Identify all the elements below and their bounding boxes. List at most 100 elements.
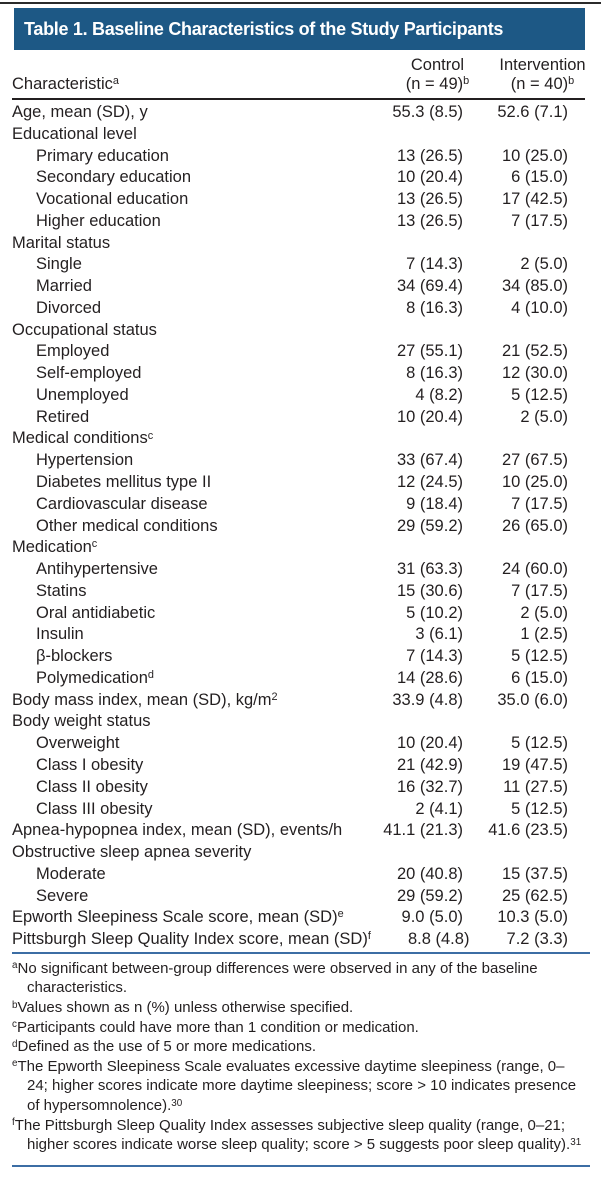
table-row: Obstructive sleep apnea severity xyxy=(12,842,568,864)
footnote-marker: f xyxy=(12,1117,15,1129)
row-label: Body weight status xyxy=(12,712,151,731)
intervention-value xyxy=(463,711,568,733)
row-label-superscript: 2 xyxy=(271,690,278,703)
intervention-value: 1 (2.5) xyxy=(520,625,568,644)
control-value: 13 (26.5) xyxy=(396,146,463,165)
table-row: Diabetes mellitus type II 12 (24.5) 10 (25… xyxy=(12,472,568,494)
control-value xyxy=(358,711,463,733)
table-row: Employed 27 (55.1) 21 (52.5) xyxy=(12,341,568,363)
control-value: 8 (16.3) xyxy=(406,298,463,317)
row-label: Educational level xyxy=(12,124,137,143)
table-row: Hypertension 33 (67.4) 27 (67.5) xyxy=(12,450,568,472)
intervention-value: 10 (25.0) xyxy=(501,473,568,492)
row-label: Occupational status xyxy=(12,320,157,339)
table-row: Higher education 13 (26.5) 7 (17.5) xyxy=(12,211,568,233)
control-value: 27 (55.1) xyxy=(396,342,463,361)
intervention-value: 34 (85.0) xyxy=(501,277,568,296)
control-value: 16 (32.7) xyxy=(396,777,463,796)
intervention-value: 6 (15.0) xyxy=(511,668,568,687)
table-row: Occupational status xyxy=(12,320,568,342)
footnote: fThe Pittsburgh Sleep Quality Index asse… xyxy=(12,1116,585,1155)
intervention-header-n: (n = 40)b xyxy=(490,75,595,94)
footnote-marker: d xyxy=(12,1038,18,1050)
control-value: 9 (18.4) xyxy=(406,494,463,513)
control-value: 14 (28.6) xyxy=(396,668,463,687)
row-label-superscript: c xyxy=(91,538,98,551)
intervention-n-superscript: b xyxy=(568,75,575,88)
table-title: Table 1. Baseline Characteristics of the… xyxy=(24,18,504,39)
control-value: 7 (14.3) xyxy=(406,647,463,666)
intervention-value: 17 (42.5) xyxy=(501,190,568,209)
row-label: Body mass index, mean (SD), kg/m2 xyxy=(12,690,278,709)
footnote-divider-rule xyxy=(12,951,590,954)
table-row: Insulin 3 (6.1) 1 (2.5) xyxy=(12,624,568,646)
control-value: 2 (4.1) xyxy=(415,799,463,818)
intervention-value: 11 (27.5) xyxy=(503,777,568,796)
row-label: Class II obesity xyxy=(36,777,148,796)
intervention-value: 7 (17.5) xyxy=(511,581,568,600)
table-row: Vocational education 13 (26.5) 17 (42.5) xyxy=(12,189,568,211)
intervention-value: 35.0 (6.0) xyxy=(497,690,568,709)
intervention-header-label: Intervention xyxy=(499,56,586,74)
footnote: aNo significant between-group difference… xyxy=(12,959,585,998)
row-label: Divorced xyxy=(36,298,102,317)
intervention-value: 41.6 (23.5) xyxy=(488,821,568,840)
footnote-text: No significant between-group differences… xyxy=(17,959,538,997)
table-row: Moderate 20 (40.8) 15 (37.5) xyxy=(12,864,568,886)
intervention-value xyxy=(463,537,568,559)
intervention-value: 4 (10.0) xyxy=(511,298,568,317)
row-label-superscript: e xyxy=(337,908,344,921)
control-value: 9.0 (5.0) xyxy=(401,908,463,927)
row-label: Cardiovascular disease xyxy=(36,494,208,513)
footnote-text: Defined as the use of 5 or more medicati… xyxy=(17,1038,317,1056)
table-row: Overweight 10 (20.4) 5 (12.5) xyxy=(12,733,568,755)
intervention-n-text: (n = 40) xyxy=(510,75,569,93)
intervention-value xyxy=(463,233,568,255)
row-label: Epworth Sleepiness Scale score, mean (SD… xyxy=(12,908,344,927)
intervention-value xyxy=(463,428,568,450)
control-value: 10 (20.4) xyxy=(396,734,463,753)
characteristic-header-superscript: a xyxy=(112,75,119,88)
control-value: 15 (30.6) xyxy=(396,581,463,600)
top-rule xyxy=(0,2,601,4)
row-label: Polymedicationd xyxy=(36,668,154,687)
table-row: Statins 15 (30.6) 7 (17.5) xyxy=(12,581,568,603)
intervention-value: 24 (60.0) xyxy=(501,560,568,579)
intervention-value: 10 (25.0) xyxy=(501,146,568,165)
table-row: Epworth Sleepiness Scale score, mean (SD… xyxy=(12,907,568,929)
intervention-value: 21 (52.5) xyxy=(501,342,568,361)
footnote-text: Values shown as n (%) unless otherwise s… xyxy=(17,999,354,1017)
row-label-superscript: f xyxy=(367,930,371,943)
row-label: Age, mean (SD), y xyxy=(12,103,148,121)
table-title-bar: Table 1. Baseline Characteristics of the… xyxy=(14,8,585,50)
control-value: 4 (8.2) xyxy=(415,385,463,404)
intervention-value: 7.2 (3.3) xyxy=(506,930,568,949)
footnote: cParticipants could have more than 1 con… xyxy=(12,1018,585,1038)
intervention-value: 5 (12.5) xyxy=(511,734,568,753)
intervention-value xyxy=(463,320,568,342)
intervention-value: 25 (62.5) xyxy=(501,886,568,905)
row-label: Antihypertensive xyxy=(36,560,158,579)
intervention-value: 52.6 (7.1) xyxy=(497,103,568,121)
control-n-superscript: b xyxy=(463,75,470,88)
intervention-value xyxy=(463,124,568,146)
bottom-rule xyxy=(12,1164,590,1167)
control-value: 13 (26.5) xyxy=(396,211,463,230)
table-row: Medicationc xyxy=(12,537,568,559)
intervention-value: 12 (30.0) xyxy=(501,364,568,383)
control-value: 12 (24.5) xyxy=(396,473,463,492)
control-value: 33.9 (4.8) xyxy=(392,690,463,709)
intervention-value: 5 (12.5) xyxy=(511,799,568,818)
intervention-value: 10.3 (5.0) xyxy=(497,908,568,927)
footnote: eThe Epworth Sleepiness Scale evaluates … xyxy=(12,1057,585,1116)
footnote-text: The Pittsburgh Sleep Quality Index asses… xyxy=(14,1116,571,1154)
footnote-marker: e xyxy=(12,1058,18,1070)
paper-table: Table 1. Baseline Characteristics of the… xyxy=(0,2,601,1167)
control-value: 29 (59.2) xyxy=(396,516,463,535)
intervention-value: 26 (65.0) xyxy=(501,516,568,535)
intervention-value: 15 (37.5) xyxy=(501,864,568,883)
control-value: 33 (67.4) xyxy=(396,451,463,470)
row-label: Diabetes mellitus type II xyxy=(36,473,212,492)
control-value xyxy=(358,320,463,342)
control-value: 8.8 (4.8) xyxy=(407,930,470,949)
